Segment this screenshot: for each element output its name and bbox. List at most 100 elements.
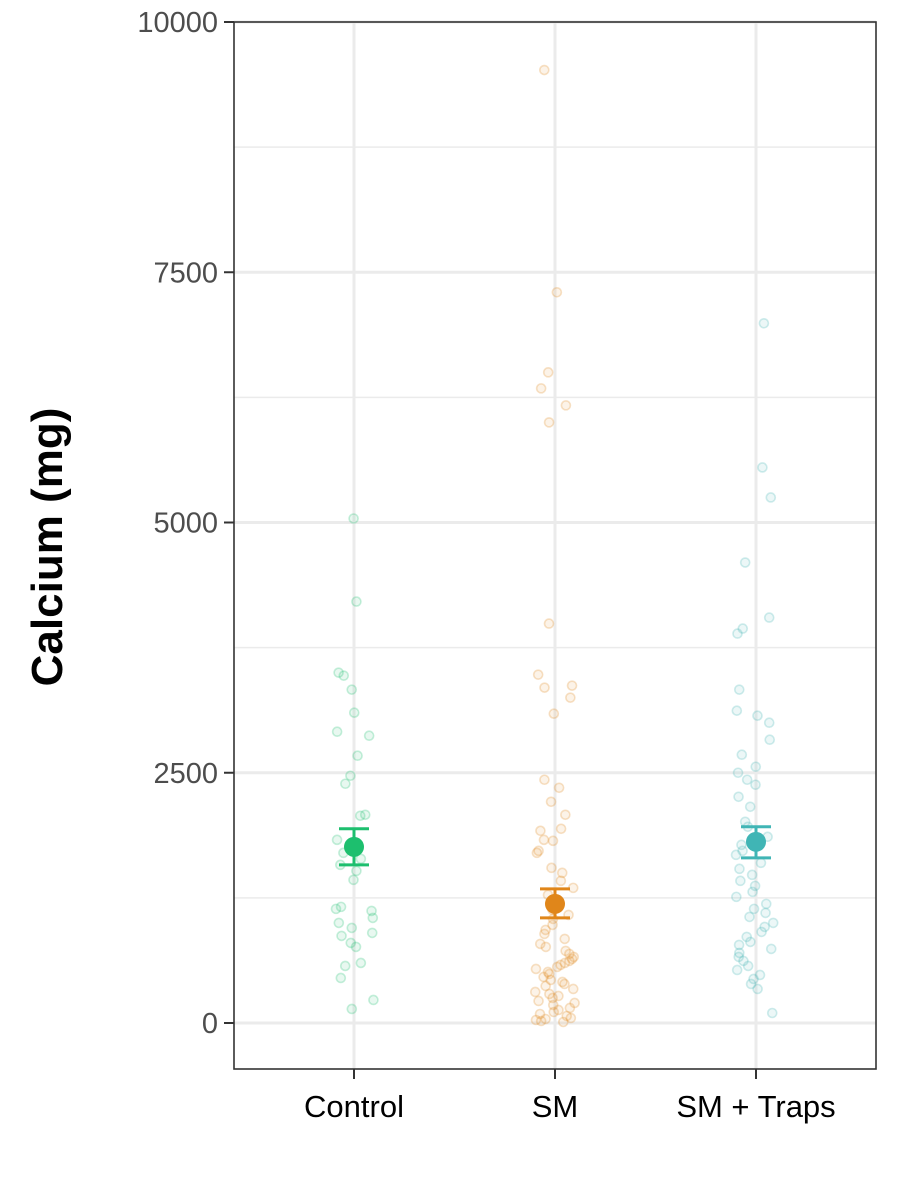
- data-point: [339, 960, 351, 972]
- data-point: [561, 1010, 573, 1022]
- data-point: [545, 974, 557, 986]
- data-point: [567, 882, 579, 894]
- mean-point: [545, 893, 565, 914]
- data-point: [355, 957, 367, 969]
- data-point: [539, 928, 550, 940]
- data-point: [567, 983, 579, 995]
- data-point: [330, 903, 342, 915]
- data-point: [535, 825, 546, 837]
- data-point: [351, 596, 362, 607]
- data-point: [547, 919, 558, 931]
- data-point: [737, 623, 749, 634]
- data-point: [566, 953, 578, 965]
- data-point: [569, 997, 580, 1009]
- data-point: [759, 921, 770, 933]
- data-point: [731, 891, 742, 903]
- data-point: [542, 367, 554, 378]
- data-point: [732, 767, 744, 779]
- data-point: [542, 966, 554, 978]
- data-point: [750, 761, 762, 773]
- data-point: [756, 926, 767, 938]
- data-point: [736, 839, 747, 851]
- data-point: [731, 964, 743, 976]
- data-point: [742, 960, 754, 972]
- data-point: [333, 917, 345, 929]
- mean-point: [746, 831, 766, 852]
- x-tick-label: Control: [304, 1089, 404, 1124]
- jitter-points: [330, 64, 779, 1028]
- data-point: [763, 717, 775, 729]
- data-point: [351, 865, 362, 877]
- data-point: [354, 810, 366, 822]
- data-point: [348, 874, 359, 886]
- data-point: [752, 710, 763, 721]
- data-point: [746, 869, 758, 881]
- data-point: [553, 782, 565, 794]
- data-point: [368, 994, 379, 1006]
- data-point: [555, 959, 566, 971]
- data-point: [533, 995, 544, 1007]
- data-point: [737, 845, 748, 857]
- data-point: [534, 1008, 546, 1020]
- data-point: [730, 849, 742, 861]
- data-point: [733, 951, 745, 963]
- data-point: [739, 557, 751, 568]
- data-point: [531, 847, 543, 859]
- data-point: [741, 774, 753, 786]
- data-point: [548, 708, 560, 719]
- data-point: [540, 941, 552, 953]
- data-point: [757, 462, 768, 473]
- data-point: [741, 931, 753, 943]
- data-point: [546, 862, 557, 874]
- data-point: [538, 971, 549, 983]
- data-point: [748, 973, 759, 985]
- data-point: [734, 947, 745, 959]
- data-point: [331, 726, 343, 738]
- data-point: [540, 980, 551, 992]
- data-point: [352, 750, 363, 762]
- data-point: [734, 863, 745, 875]
- data-point: [547, 992, 558, 1004]
- data-point: [530, 1014, 542, 1026]
- data-point: [738, 955, 749, 967]
- data-point: [535, 383, 547, 394]
- data-point: [539, 682, 550, 693]
- data-point: [545, 796, 557, 808]
- data-point: [346, 1003, 358, 1015]
- mean-point: [344, 836, 364, 857]
- data-point: [345, 937, 357, 949]
- data-point: [553, 990, 564, 1002]
- data-point: [750, 779, 761, 791]
- data-point: [760, 898, 772, 910]
- data-point: [529, 986, 541, 998]
- data-point: [732, 628, 743, 639]
- data-point: [745, 936, 756, 948]
- data-point: [764, 734, 776, 746]
- data-point: [559, 957, 571, 969]
- data-point: [530, 963, 542, 975]
- data-point: [348, 707, 360, 718]
- data-point: [559, 978, 570, 990]
- y-tick-label: 5000: [153, 508, 218, 540]
- data-point: [534, 938, 546, 950]
- data-point: [766, 1007, 778, 1019]
- data-point: [539, 774, 550, 786]
- data-point: [548, 1006, 560, 1018]
- data-point: [767, 917, 779, 929]
- data-point: [543, 968, 555, 980]
- data-point: [346, 922, 358, 934]
- data-point: [540, 924, 551, 936]
- data-point: [556, 867, 568, 879]
- data-point: [551, 286, 563, 298]
- data-point: [336, 930, 347, 942]
- data-point: [335, 901, 347, 913]
- data-point: [333, 667, 344, 678]
- data-point: [555, 875, 567, 887]
- data-point: [565, 692, 576, 703]
- data-point: [335, 972, 347, 984]
- data-point: [538, 834, 550, 846]
- data-point: [749, 880, 761, 892]
- data-point: [345, 770, 356, 782]
- data-point: [547, 999, 559, 1011]
